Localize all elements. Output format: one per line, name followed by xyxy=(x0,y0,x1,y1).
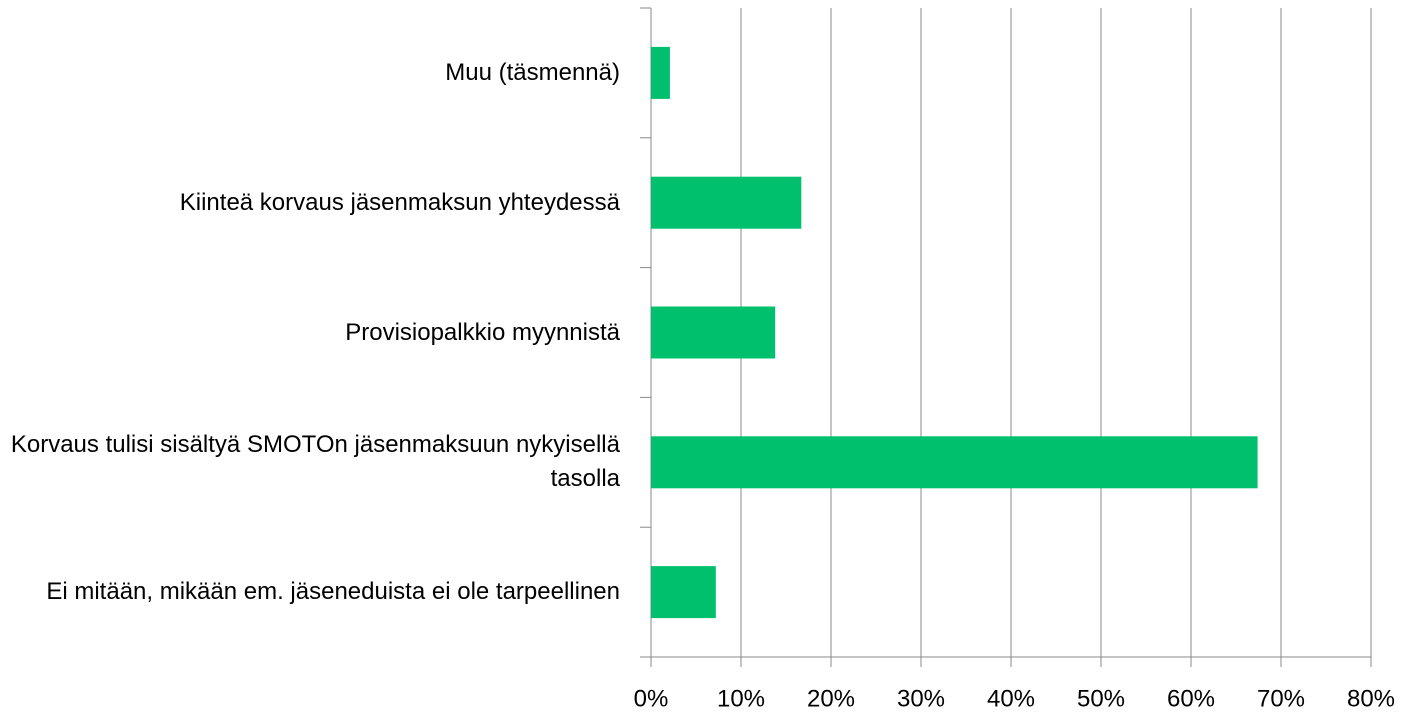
bar xyxy=(651,436,1258,489)
bar xyxy=(651,566,716,619)
y-tick-label: Ei mitään, mikään em. jäseneduista ei ol… xyxy=(46,578,620,606)
y-tick-label: Provisiopalkkio myynnistä xyxy=(345,318,620,346)
y-tick-label: Kiinteä korvaus jäsenmaksun yhteydessä xyxy=(179,188,620,216)
x-tick-label: 80% xyxy=(1347,685,1395,712)
x-tick-label: 30% xyxy=(897,685,945,712)
x-tick-label: 10% xyxy=(717,685,765,712)
bar xyxy=(651,306,776,359)
x-tick-label: 20% xyxy=(807,685,855,712)
x-tick-label: 60% xyxy=(1167,685,1215,712)
x-tick-label: 50% xyxy=(1077,685,1125,712)
y-tick-label: Muu (täsmennä) xyxy=(445,58,620,86)
bar xyxy=(651,46,670,99)
y-tick-label: Korvaus tulisi sisältyä SMOTOn jäsenmaks… xyxy=(10,431,620,493)
bar xyxy=(651,176,802,229)
x-tick-label: 70% xyxy=(1257,685,1305,712)
x-tick-label: 0% xyxy=(634,685,669,712)
x-tick-label: 40% xyxy=(987,685,1035,712)
